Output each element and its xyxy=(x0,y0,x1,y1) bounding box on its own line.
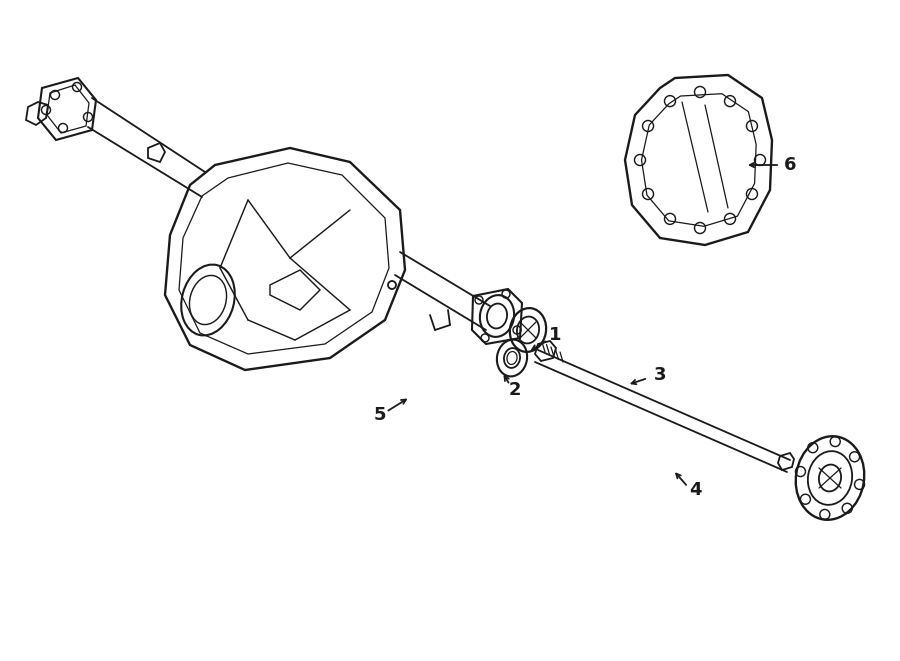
Text: 2: 2 xyxy=(508,381,521,399)
Text: 1: 1 xyxy=(549,326,562,344)
Text: 3: 3 xyxy=(653,366,666,384)
Text: 5: 5 xyxy=(374,406,386,424)
Text: 4: 4 xyxy=(688,481,701,499)
Text: 6: 6 xyxy=(784,156,796,174)
